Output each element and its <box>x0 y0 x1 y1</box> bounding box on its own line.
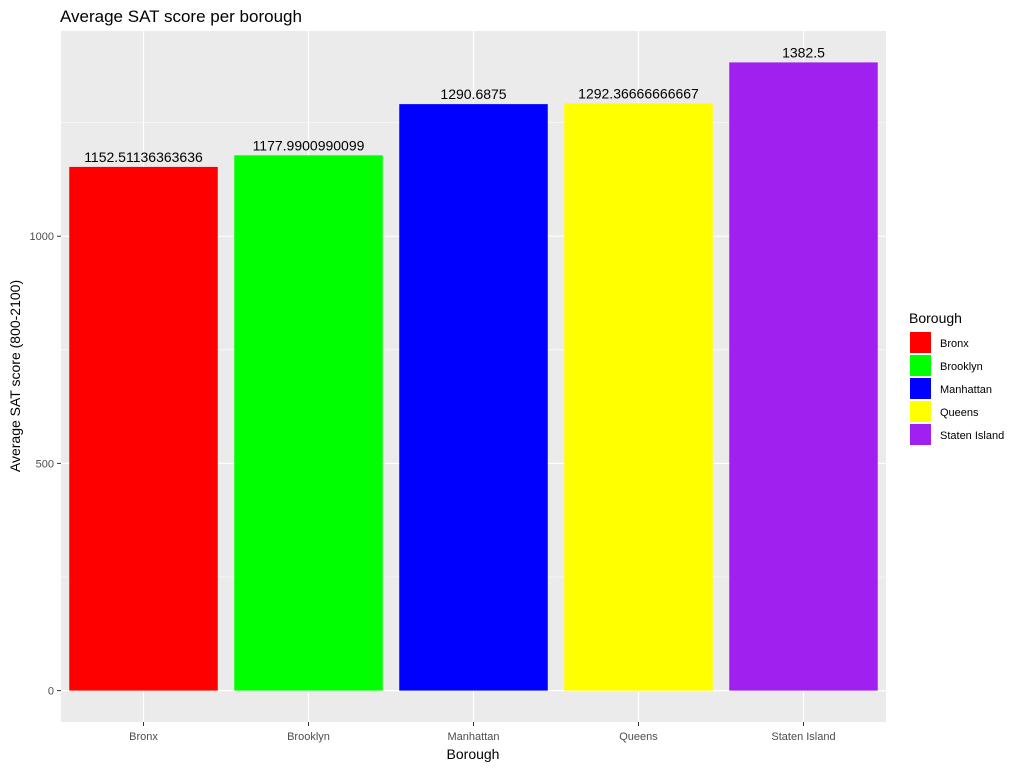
chart-title: Average SAT score per borough <box>60 7 302 26</box>
bar-value-label: 1290.6875 <box>440 86 506 102</box>
legend-key <box>910 401 931 422</box>
bar-value-label: 1292.36666666667 <box>578 85 699 101</box>
y-tick-label: 500 <box>36 458 54 470</box>
legend-entry-label: Queens <box>940 407 979 419</box>
legend-entry-label: Bronx <box>940 338 969 350</box>
legend: Borough Bronx Brooklyn Manhattan Queens Stat… <box>909 310 1004 445</box>
bar-staten-island <box>729 62 878 691</box>
bar-brooklyn <box>234 155 383 691</box>
axes: 0 500 1000 Bronx Brooklyn Manhattan Queens Stat… <box>30 231 836 743</box>
bar-value-label: 1177.9900990099 <box>253 137 365 153</box>
legend-entry-label: Staten Island <box>940 430 1004 442</box>
bar-value-labels: 1152.51136363636 1177.9900990099 1290.6875… <box>84 44 825 165</box>
bars <box>69 62 878 691</box>
legend-key <box>910 424 931 445</box>
x-tick-label: Bronx <box>129 731 158 743</box>
y-tick-label: 0 <box>48 686 54 698</box>
bar-queens <box>564 103 713 691</box>
legend-key <box>910 332 931 353</box>
bar-value-label: 1382.5 <box>782 44 825 60</box>
legend-key <box>910 378 931 399</box>
bar-value-label: 1152.51136363636 <box>84 149 203 165</box>
x-tick-label: Manhattan <box>448 731 500 743</box>
x-axis-label: Borough <box>447 746 500 762</box>
legend-key <box>910 355 931 376</box>
bar-bronx <box>69 166 218 691</box>
y-axis-label: Average SAT score (800-2100) <box>7 280 23 472</box>
x-tick-label: Queens <box>619 731 658 743</box>
y-tick-label: 1000 <box>30 231 54 243</box>
x-tick-label: Brooklyn <box>287 731 330 743</box>
legend-entry-label: Manhattan <box>940 384 992 396</box>
legend-entry-label: Brooklyn <box>940 361 983 373</box>
legend-title: Borough <box>909 310 962 326</box>
bar-manhattan <box>399 104 548 691</box>
x-tick-label: Staten Island <box>771 731 835 743</box>
